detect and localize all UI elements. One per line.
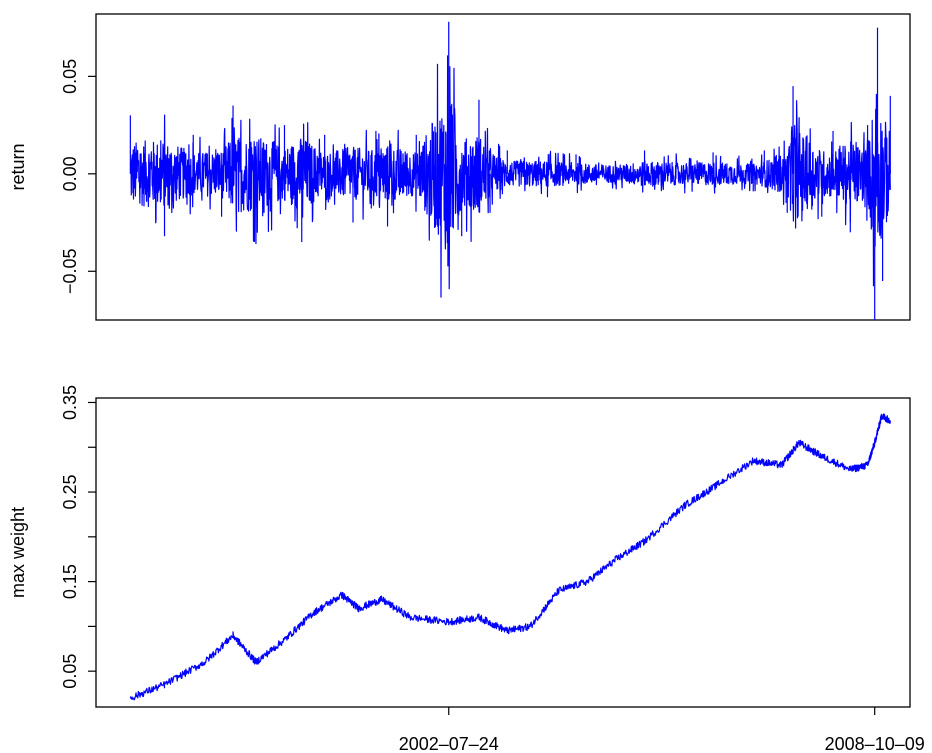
x-tick-label: 2008–10–09 (825, 734, 925, 753)
y-tick-label: 0.15 (60, 564, 80, 599)
x-tick-label: 2002–07–24 (399, 734, 499, 753)
y-axis-title: return (8, 143, 28, 190)
max-weight-panel: 0.05 0.15 0.25 0.35 max weight 2002–07–24 2008… (8, 385, 925, 753)
y-tick-label: 0.00 (60, 156, 80, 191)
y-tick-label: 0.25 (60, 475, 80, 510)
y-tick-label: −0.05 (60, 249, 80, 295)
plot-frame (95, 397, 911, 708)
y-tick-label: 0.05 (60, 59, 80, 94)
return-series-line (129, 55, 891, 298)
y-tick-label: 0.35 (60, 385, 80, 420)
max-weight-series-line (129, 413, 891, 701)
y-tick-label: 0.05 (60, 654, 80, 689)
return-panel: −0.05 0.00 0.05 return (8, 13, 911, 321)
y-axis-title: max weight (8, 507, 28, 598)
plot-frame (95, 13, 911, 321)
